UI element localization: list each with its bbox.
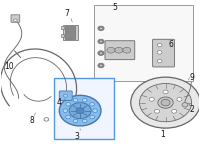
Circle shape	[66, 115, 70, 119]
Circle shape	[82, 119, 87, 123]
Circle shape	[73, 98, 78, 102]
FancyBboxPatch shape	[54, 78, 114, 139]
Circle shape	[90, 115, 95, 119]
Circle shape	[66, 102, 70, 106]
Circle shape	[82, 98, 87, 102]
FancyBboxPatch shape	[61, 34, 64, 37]
Circle shape	[98, 51, 104, 55]
Text: 4: 4	[57, 98, 62, 107]
Circle shape	[44, 118, 49, 121]
Circle shape	[123, 47, 131, 53]
Circle shape	[157, 51, 162, 54]
Circle shape	[163, 90, 168, 94]
Circle shape	[157, 43, 162, 47]
Circle shape	[99, 64, 103, 67]
Circle shape	[73, 119, 78, 123]
Circle shape	[182, 103, 188, 107]
Circle shape	[63, 109, 68, 112]
Circle shape	[154, 109, 160, 113]
FancyBboxPatch shape	[65, 26, 75, 39]
Circle shape	[157, 59, 162, 63]
Text: 5: 5	[112, 3, 117, 12]
Text: 10: 10	[4, 62, 13, 71]
Circle shape	[172, 109, 177, 113]
Circle shape	[69, 103, 91, 119]
Circle shape	[14, 19, 17, 22]
Circle shape	[76, 108, 84, 113]
FancyBboxPatch shape	[59, 91, 72, 100]
FancyBboxPatch shape	[11, 15, 20, 22]
Text: 1: 1	[160, 130, 165, 139]
Circle shape	[115, 47, 123, 53]
Circle shape	[107, 47, 115, 53]
Circle shape	[161, 99, 170, 106]
Circle shape	[139, 83, 192, 122]
Text: 7: 7	[65, 9, 70, 18]
Text: 9: 9	[190, 73, 195, 82]
FancyBboxPatch shape	[63, 25, 78, 40]
Circle shape	[149, 97, 154, 101]
Circle shape	[99, 27, 103, 30]
Circle shape	[158, 97, 173, 108]
Circle shape	[93, 109, 97, 112]
Text: 3: 3	[75, 132, 80, 141]
Circle shape	[59, 95, 101, 126]
Circle shape	[64, 94, 68, 97]
Text: 2: 2	[190, 105, 195, 114]
Circle shape	[98, 63, 104, 68]
FancyBboxPatch shape	[153, 39, 174, 67]
FancyBboxPatch shape	[105, 41, 135, 60]
Circle shape	[99, 52, 103, 54]
Circle shape	[131, 77, 200, 128]
Circle shape	[99, 40, 103, 43]
Circle shape	[98, 26, 104, 31]
Text: 8: 8	[29, 116, 34, 125]
FancyBboxPatch shape	[94, 5, 193, 81]
Circle shape	[98, 39, 104, 44]
FancyBboxPatch shape	[61, 26, 64, 29]
Text: 6: 6	[168, 40, 173, 49]
Circle shape	[90, 102, 95, 106]
Circle shape	[177, 97, 182, 101]
